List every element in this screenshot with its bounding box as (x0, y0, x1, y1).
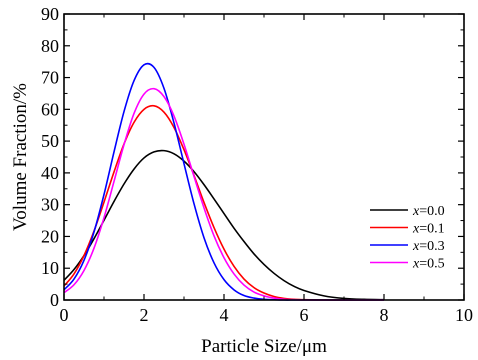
series-group (63, 62, 385, 301)
x-tick-label: 10 (455, 305, 473, 325)
legend: x=0.0 x=0.1 x=0.3 x=0.5 (370, 204, 445, 272)
x-tick-label: 4 (220, 305, 229, 325)
x-tick-label: 6 (300, 305, 309, 325)
x-tick-label: 0 (60, 305, 69, 325)
y-tick-label: 70 (41, 68, 59, 88)
x-tick-label: 8 (380, 305, 389, 325)
y-tick-label: 0 (50, 290, 59, 310)
series-line-2 (63, 62, 384, 301)
series-line-1 (63, 104, 384, 301)
y-tick-label: 50 (41, 131, 59, 151)
legend-label: x=0.1 (412, 222, 445, 237)
legend-item: x=0.0 (370, 204, 445, 219)
legend-item: x=0.5 (370, 257, 445, 272)
y-tick-label: 30 (41, 195, 59, 215)
plot-frame (63, 13, 465, 301)
y-tick-label: 40 (41, 163, 59, 183)
legend-label: x=0.0 (412, 204, 445, 219)
y-tick-label: 10 (41, 258, 59, 278)
y-tick-label: 90 (41, 4, 59, 24)
y-tick-label: 80 (41, 36, 59, 56)
series-line-3 (63, 87, 384, 301)
legend-item: x=0.3 (370, 239, 445, 254)
y-axis-label: Volume Fraction/% (10, 83, 31, 231)
x-tick-label: 2 (140, 305, 149, 325)
legend-item: x=0.1 (370, 222, 445, 237)
x-axis-label: Particle Size/μm (201, 336, 327, 357)
legend-label: x=0.3 (412, 239, 445, 254)
legend-label: x=0.5 (412, 257, 445, 272)
series-line-0 (63, 149, 385, 301)
y-tick-label: 20 (41, 226, 59, 246)
ticks-group: 0 2 4 6 8 10 0 10 20 30 40 50 60 70 80 90 (41, 4, 473, 325)
y-tick-label: 60 (41, 99, 59, 119)
